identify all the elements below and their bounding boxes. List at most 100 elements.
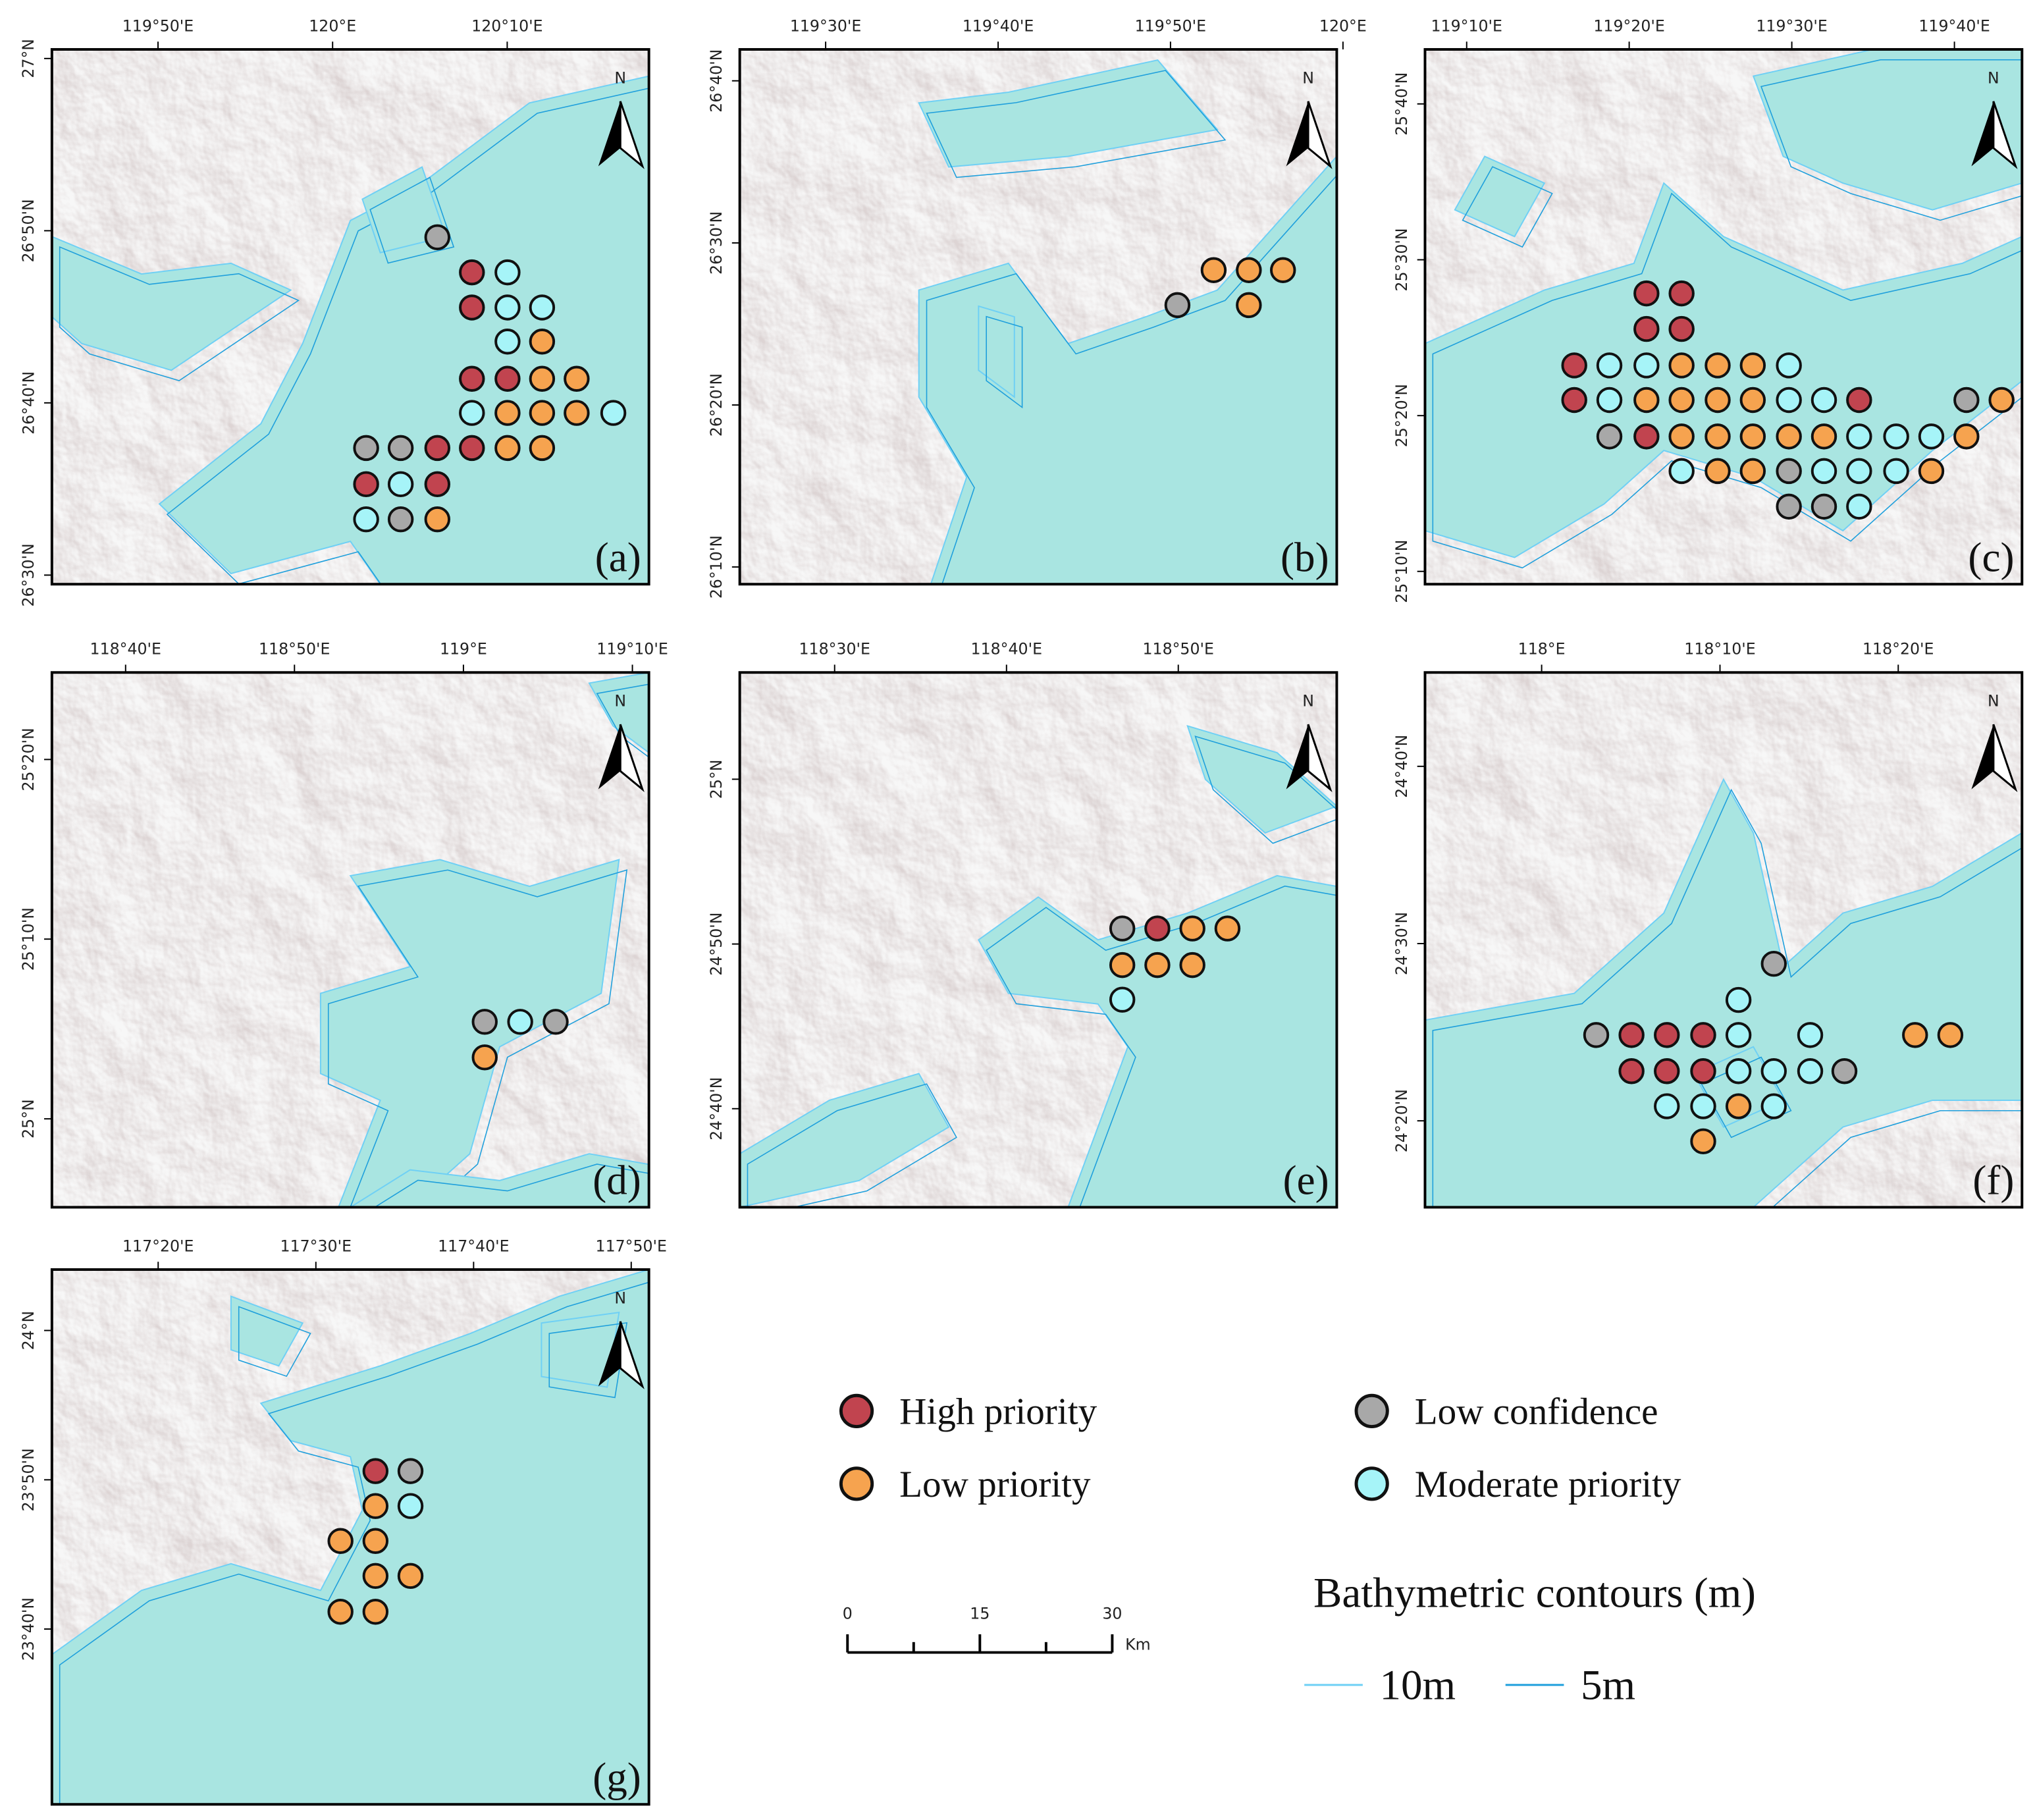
contour bbox=[369, 176, 455, 264]
site bbox=[1583, 1022, 1610, 1048]
lat-tick-label: 27°N bbox=[19, 39, 38, 78]
site bbox=[1739, 352, 1766, 379]
site bbox=[1797, 1022, 1824, 1048]
scale-label: 15 bbox=[970, 1604, 990, 1622]
sea bbox=[978, 305, 1015, 398]
site bbox=[1690, 1128, 1716, 1155]
north-label: N bbox=[1988, 68, 1999, 87]
lon-tick-label: 119°E bbox=[440, 640, 487, 658]
north-arrow bbox=[1307, 724, 1333, 793]
lon-tick-label: 118°E bbox=[1518, 640, 1566, 658]
scale-label: 0 bbox=[843, 1604, 853, 1622]
map-body bbox=[739, 672, 1337, 1208]
site bbox=[1918, 423, 1945, 450]
site bbox=[529, 294, 556, 321]
legend-label: Low confidence bbox=[1415, 1391, 1658, 1433]
north-label: N bbox=[614, 1289, 626, 1307]
site bbox=[1776, 352, 1802, 379]
north-arrow bbox=[619, 101, 645, 169]
site bbox=[1705, 458, 1731, 485]
site bbox=[1776, 458, 1802, 485]
lat-tick-label: 25°10'N bbox=[19, 907, 38, 971]
site bbox=[1596, 423, 1623, 450]
contour bbox=[986, 315, 1023, 409]
lon-tick-label: 119°30'E bbox=[790, 16, 861, 35]
panel-label: (f) bbox=[1972, 1158, 2014, 1204]
site bbox=[1690, 1093, 1716, 1119]
lat-tick-label: 26°30'N bbox=[707, 211, 726, 275]
site bbox=[459, 400, 485, 426]
lat-tick-label: 26°50'N bbox=[19, 199, 38, 262]
lat-tick-label: 25°30'N bbox=[1392, 228, 1411, 291]
sea bbox=[349, 1153, 649, 1208]
site bbox=[1725, 986, 1752, 1013]
site bbox=[494, 294, 521, 321]
map-panels: 119°50'E 120°E 120°10'E 27°N 26°50'N 26°40'N 2… bbox=[19, 16, 2024, 1806]
site bbox=[1109, 951, 1136, 978]
map-panel: 118°30'E 118°40'E 118°50'E 25°N 24°50'N 24°40… bbox=[707, 640, 1338, 1209]
site bbox=[1725, 1093, 1752, 1119]
site bbox=[1633, 280, 1660, 307]
sea bbox=[918, 59, 1219, 168]
lon-tick-label: 118°10'E bbox=[1684, 640, 1755, 658]
north-label: N bbox=[614, 68, 626, 87]
site bbox=[1109, 986, 1136, 1013]
lat-tick-label: 25°40'N bbox=[1392, 72, 1411, 136]
contour bbox=[1462, 166, 1553, 248]
site bbox=[1739, 458, 1766, 485]
lon-tick-label: 119°30'E bbox=[1756, 16, 1827, 35]
site bbox=[494, 329, 521, 355]
map-frame bbox=[738, 671, 1338, 1209]
contour-label: 5m bbox=[1581, 1662, 1635, 1709]
site bbox=[1846, 387, 1872, 414]
map-panel: 117°20'E 117°30'E 117°40'E 117°50'E 24°N 23°5… bbox=[19, 1237, 667, 1806]
lon-tick-label: 118°20'E bbox=[1863, 640, 1934, 658]
legend-swatch bbox=[839, 1466, 874, 1501]
contour bbox=[926, 70, 1227, 178]
north-arrow bbox=[619, 724, 645, 793]
contour bbox=[986, 885, 1337, 1208]
site bbox=[1633, 423, 1660, 450]
sea bbox=[541, 1311, 620, 1388]
site bbox=[1725, 1022, 1752, 1048]
contour bbox=[548, 1322, 628, 1399]
map-panel: 119°50'E 120°E 120°10'E 27°N 26°50'N 26°40'N 2… bbox=[19, 16, 650, 606]
site bbox=[1937, 1022, 1964, 1048]
site bbox=[1236, 292, 1262, 319]
site bbox=[397, 1458, 424, 1484]
site bbox=[600, 400, 627, 426]
legend: High priority Low priority Low confidence M… bbox=[839, 1391, 1756, 1709]
scale-label: 30 bbox=[1102, 1604, 1122, 1622]
map-panel: 119°10'E 119°20'E 119°30'E 119°40'E 25°40'N 2… bbox=[1392, 16, 2024, 603]
lon-tick-label: 118°40'E bbox=[971, 640, 1042, 658]
site bbox=[1705, 352, 1731, 379]
site bbox=[1902, 1022, 1928, 1048]
site bbox=[1618, 1058, 1645, 1084]
site bbox=[1705, 387, 1731, 414]
site bbox=[1654, 1093, 1680, 1119]
site bbox=[1776, 423, 1802, 450]
lat-tick-label: 24°40'N bbox=[707, 1077, 726, 1140]
legend-swatch bbox=[1354, 1393, 1389, 1429]
site bbox=[1668, 458, 1695, 485]
site bbox=[1776, 493, 1802, 520]
site bbox=[542, 1009, 569, 1035]
site bbox=[1810, 423, 1837, 450]
map-frame bbox=[50, 1268, 650, 1806]
panel-label: (e) bbox=[1283, 1158, 1329, 1204]
site bbox=[1668, 387, 1695, 414]
legend-label: Moderate priority bbox=[1415, 1464, 1681, 1505]
site bbox=[387, 471, 414, 498]
lat-tick-label: 24°40'N bbox=[1392, 735, 1411, 798]
site bbox=[1668, 280, 1695, 307]
site bbox=[1953, 387, 1980, 414]
lat-tick-label: 24°30'N bbox=[1392, 912, 1411, 975]
site bbox=[362, 1563, 389, 1590]
site bbox=[1690, 1022, 1716, 1048]
legend-swatch bbox=[1354, 1466, 1389, 1501]
site bbox=[529, 329, 556, 355]
lat-tick-label: 23°50'N bbox=[19, 1448, 38, 1511]
site bbox=[1214, 915, 1241, 942]
north-arrow bbox=[1992, 101, 2018, 169]
site bbox=[1810, 458, 1837, 485]
